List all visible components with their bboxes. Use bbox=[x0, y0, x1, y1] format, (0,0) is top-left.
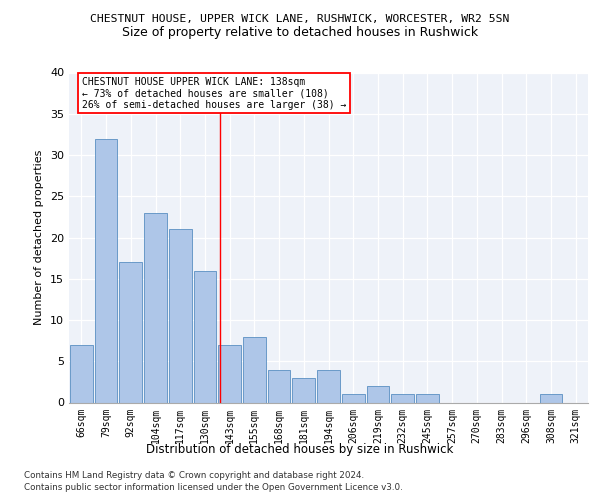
Bar bbox=[95, 138, 118, 402]
Bar bbox=[218, 345, 241, 403]
Bar bbox=[292, 378, 315, 402]
Bar bbox=[268, 370, 290, 402]
Text: Distribution of detached houses by size in Rushwick: Distribution of detached houses by size … bbox=[146, 442, 454, 456]
Bar bbox=[169, 229, 191, 402]
Text: CHESTNUT HOUSE, UPPER WICK LANE, RUSHWICK, WORCESTER, WR2 5SN: CHESTNUT HOUSE, UPPER WICK LANE, RUSHWIC… bbox=[91, 14, 509, 24]
Bar bbox=[342, 394, 365, 402]
Bar bbox=[144, 213, 167, 402]
Bar bbox=[416, 394, 439, 402]
Bar bbox=[539, 394, 562, 402]
Y-axis label: Number of detached properties: Number of detached properties bbox=[34, 150, 44, 325]
Text: Size of property relative to detached houses in Rushwick: Size of property relative to detached ho… bbox=[122, 26, 478, 39]
Bar bbox=[194, 270, 216, 402]
Text: CHESTNUT HOUSE UPPER WICK LANE: 138sqm
← 73% of detached houses are smaller (108: CHESTNUT HOUSE UPPER WICK LANE: 138sqm ←… bbox=[82, 76, 346, 110]
Text: Contains HM Land Registry data © Crown copyright and database right 2024.: Contains HM Land Registry data © Crown c… bbox=[24, 471, 364, 480]
Bar bbox=[367, 386, 389, 402]
Bar bbox=[243, 336, 266, 402]
Bar bbox=[317, 370, 340, 402]
Bar bbox=[391, 394, 414, 402]
Bar bbox=[70, 345, 93, 403]
Bar bbox=[119, 262, 142, 402]
Text: Contains public sector information licensed under the Open Government Licence v3: Contains public sector information licen… bbox=[24, 483, 403, 492]
